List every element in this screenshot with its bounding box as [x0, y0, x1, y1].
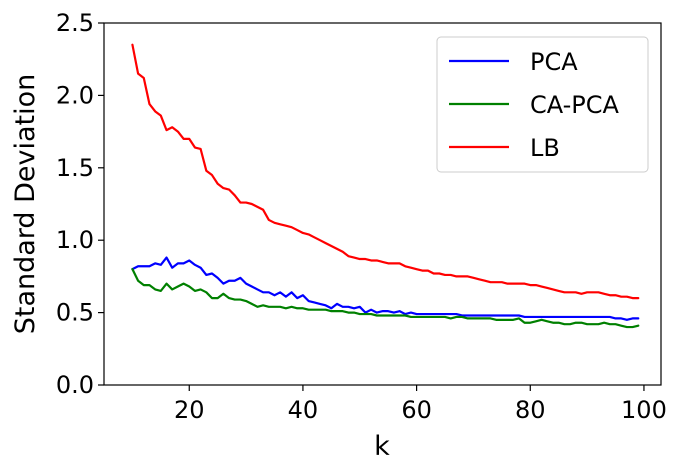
- x-tick-label: 40: [288, 396, 319, 424]
- x-tick-label: 60: [401, 396, 432, 424]
- legend-label: CA-PCA: [530, 91, 620, 119]
- legend: PCA CA-PCA LB: [436, 36, 649, 173]
- y-axis-label: Standard Deviation: [10, 74, 41, 335]
- y-tick-label: 0.5: [56, 299, 94, 327]
- y-tick-label: 1.5: [56, 154, 94, 182]
- x-tick-label: 100: [621, 396, 667, 424]
- y-tick-label: 2.0: [56, 81, 94, 109]
- y-tick-label: 0.0: [56, 371, 94, 399]
- x-axis-ticks: 20 40 60 80 100: [174, 385, 667, 424]
- plot-series: [131, 43, 640, 329]
- series-line-pca: [131, 256, 640, 321]
- y-tick-label: 1.0: [56, 226, 94, 254]
- x-tick-label: 80: [515, 396, 546, 424]
- series-line-lb: [131, 43, 640, 300]
- x-axis-label: k: [374, 431, 390, 462]
- series-line-ca-pca: [131, 268, 640, 329]
- y-tick-label: 2.5: [56, 9, 94, 37]
- legend-box: [436, 36, 649, 173]
- y-axis-ticks: 0.0 0.5 1.0 1.5 2.0 2.5: [56, 9, 104, 399]
- legend-label: PCA: [530, 48, 578, 76]
- legend-label: LB: [530, 134, 560, 162]
- plot-frame: [103, 22, 662, 386]
- x-tick-label: 20: [174, 396, 205, 424]
